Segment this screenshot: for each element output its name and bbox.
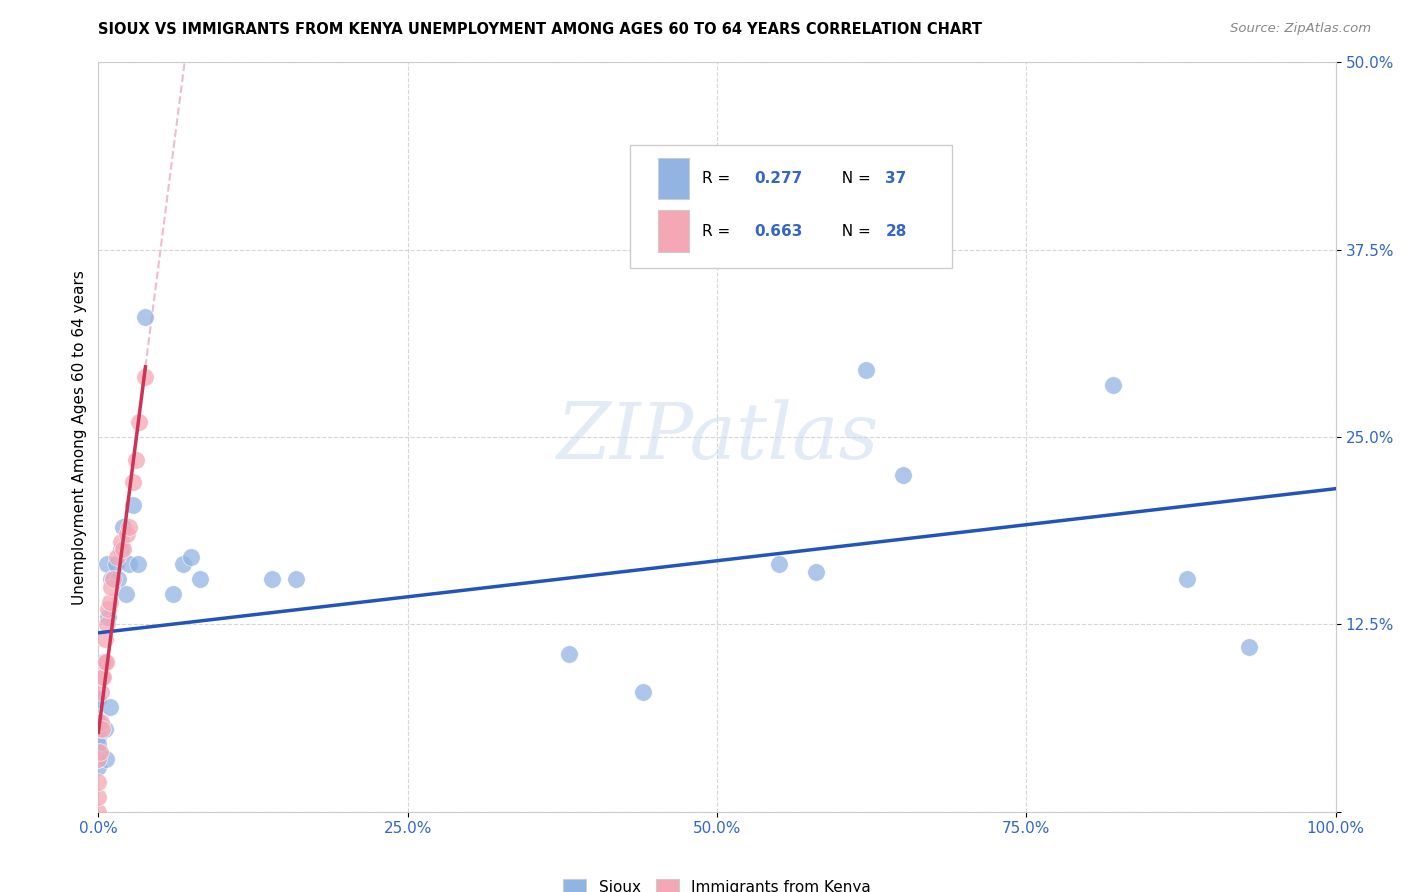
Point (110, 542, 132, 557)
Point (104, 558, 127, 572)
Text: 0.663: 0.663 (754, 224, 803, 238)
Point (1102, 377, 1125, 392)
Point (87, 805, 110, 819)
Point (97, 610, 120, 624)
Point (87, 752, 110, 766)
Point (105, 549, 128, 564)
Point (93, 632, 115, 647)
Point (97, 602, 120, 616)
Point (87, 714, 110, 729)
Text: N =: N = (832, 224, 876, 238)
Legend: Sioux, Immigrants from Kenya: Sioux, Immigrants from Kenya (555, 871, 879, 892)
Point (87, 774, 110, 789)
Text: 28: 28 (886, 224, 907, 238)
Point (891, 467, 914, 482)
Point (89, 745, 111, 759)
Point (1237, 640, 1260, 654)
Point (87, 737, 110, 751)
Point (804, 565, 827, 579)
Point (98, 699, 121, 714)
Point (124, 452, 146, 467)
Point (128, 415, 150, 429)
Point (93, 655, 115, 669)
Point (1175, 573, 1198, 587)
Point (96, 617, 118, 632)
Text: 0.277: 0.277 (754, 171, 803, 186)
Point (172, 558, 194, 572)
Point (112, 542, 135, 557)
Point (100, 580, 122, 594)
Point (96, 558, 118, 572)
Point (94, 752, 117, 766)
Point (557, 648, 579, 662)
Point (112, 520, 135, 534)
Point (115, 527, 138, 541)
Point (162, 587, 184, 601)
Bar (658, 158, 689, 199)
Point (134, 310, 156, 325)
Point (110, 535, 132, 549)
Point (91, 723, 114, 737)
Point (94, 655, 117, 669)
Point (260, 573, 283, 587)
Point (100, 573, 122, 587)
Point (98, 595, 121, 609)
Point (87, 789, 110, 804)
Point (114, 587, 136, 601)
Point (180, 549, 202, 564)
Point (768, 558, 790, 572)
Point (118, 558, 141, 572)
Text: 37: 37 (886, 171, 907, 186)
Point (855, 362, 877, 376)
Point (87, 714, 110, 729)
Text: R =: R = (702, 224, 735, 238)
Y-axis label: Unemployment Among Ages 60 to 64 years: Unemployment Among Ages 60 to 64 years (72, 269, 87, 605)
Point (87, 730, 110, 744)
Point (285, 573, 308, 587)
Point (87, 745, 110, 759)
Point (103, 573, 125, 587)
Point (93, 655, 115, 669)
Point (87, 714, 110, 729)
Point (103, 573, 125, 587)
Point (118, 520, 141, 534)
Bar (658, 211, 689, 252)
Point (90, 714, 112, 729)
Point (127, 558, 149, 572)
Text: R =: R = (702, 171, 735, 186)
Point (107, 573, 129, 587)
Point (89, 723, 111, 737)
Point (87, 752, 110, 766)
Text: SIOUX VS IMMIGRANTS FROM KENYA UNEMPLOYMENT AMONG AGES 60 TO 64 YEARS CORRELATIO: SIOUX VS IMMIGRANTS FROM KENYA UNEMPLOYM… (98, 22, 983, 37)
FancyBboxPatch shape (630, 145, 952, 268)
Point (188, 573, 211, 587)
Text: Source: ZipAtlas.com: Source: ZipAtlas.com (1230, 22, 1371, 36)
Point (93, 723, 115, 737)
Point (122, 498, 145, 512)
Point (87, 760, 110, 774)
Text: N =: N = (832, 171, 876, 186)
Point (90, 685, 112, 699)
Text: ZIPatlas: ZIPatlas (555, 399, 879, 475)
Point (631, 685, 654, 699)
Point (91, 670, 114, 684)
Point (134, 370, 156, 384)
Point (122, 475, 145, 489)
Point (93, 670, 115, 684)
Point (87, 692, 110, 706)
